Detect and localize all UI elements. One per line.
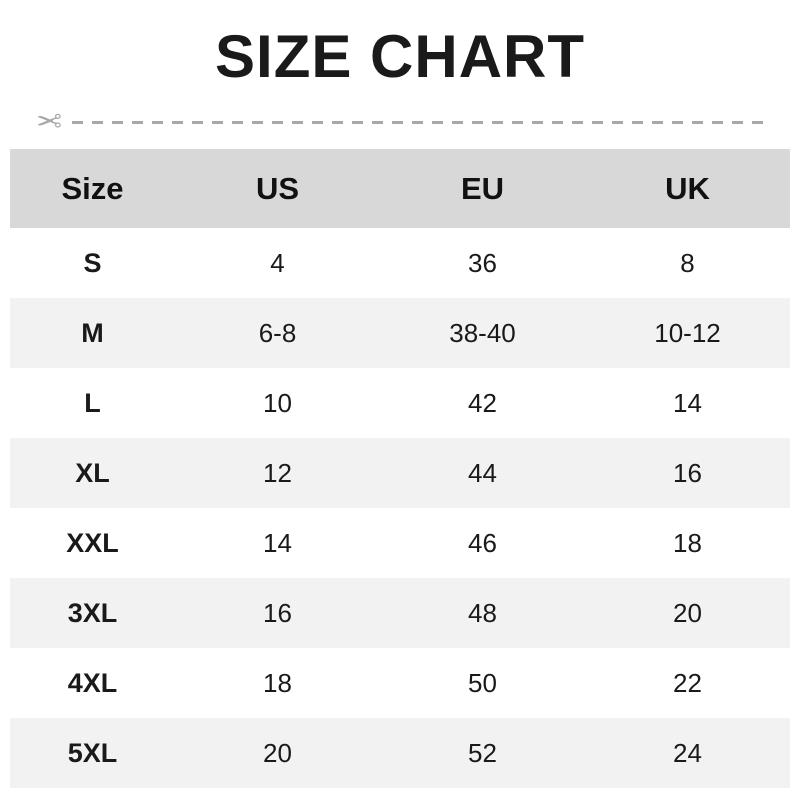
cell-us: 18 — [175, 648, 380, 718]
table-row: 5XL 20 52 24 — [10, 718, 790, 788]
page-title: SIZE CHART — [215, 23, 585, 90]
cut-line: ✂ — [10, 104, 790, 140]
dashed-cut-line — [72, 121, 772, 124]
scissors-icon: ✂ — [36, 104, 62, 139]
cell-size: 3XL — [10, 578, 175, 648]
cell-uk: 14 — [585, 368, 790, 438]
cell-uk: 22 — [585, 648, 790, 718]
table-row: M 6-8 38-40 10-12 — [10, 298, 790, 368]
cell-uk: 24 — [585, 718, 790, 788]
column-header-us: US — [175, 149, 380, 228]
cell-uk: 8 — [585, 228, 790, 298]
cell-us: 6-8 — [175, 298, 380, 368]
table-row: XL 12 44 16 — [10, 438, 790, 508]
table-header-row: Size US EU UK — [10, 149, 790, 228]
cell-size: 5XL — [10, 718, 175, 788]
size-chart-table: Size US EU UK S 4 36 8 M 6-8 38-40 10-12… — [10, 149, 790, 788]
cell-size: M — [10, 298, 175, 368]
column-header-size: Size — [10, 149, 175, 228]
cell-uk: 18 — [585, 508, 790, 578]
table-row: S 4 36 8 — [10, 228, 790, 298]
cell-us: 10 — [175, 368, 380, 438]
cell-eu: 52 — [380, 718, 585, 788]
cell-eu: 36 — [380, 228, 585, 298]
table-row: 4XL 18 50 22 — [10, 648, 790, 718]
table-row: XXL 14 46 18 — [10, 508, 790, 578]
cell-size: L — [10, 368, 175, 438]
table-row: 3XL 16 48 20 — [10, 578, 790, 648]
cell-eu: 48 — [380, 578, 585, 648]
column-header-uk: UK — [585, 149, 790, 228]
cell-size: S — [10, 228, 175, 298]
cell-uk: 20 — [585, 578, 790, 648]
column-header-eu: EU — [380, 149, 585, 228]
cell-us: 14 — [175, 508, 380, 578]
cell-us: 4 — [175, 228, 380, 298]
cell-uk: 16 — [585, 438, 790, 508]
cell-us: 16 — [175, 578, 380, 648]
cell-us: 20 — [175, 718, 380, 788]
cell-eu: 46 — [380, 508, 585, 578]
table-row: L 10 42 14 — [10, 368, 790, 438]
cell-uk: 10-12 — [585, 298, 790, 368]
cell-eu: 44 — [380, 438, 585, 508]
cell-size: XXL — [10, 508, 175, 578]
cell-us: 12 — [175, 438, 380, 508]
cell-eu: 38-40 — [380, 298, 585, 368]
cell-eu: 42 — [380, 368, 585, 438]
cell-eu: 50 — [380, 648, 585, 718]
cell-size: XL — [10, 438, 175, 508]
cell-size: 4XL — [10, 648, 175, 718]
